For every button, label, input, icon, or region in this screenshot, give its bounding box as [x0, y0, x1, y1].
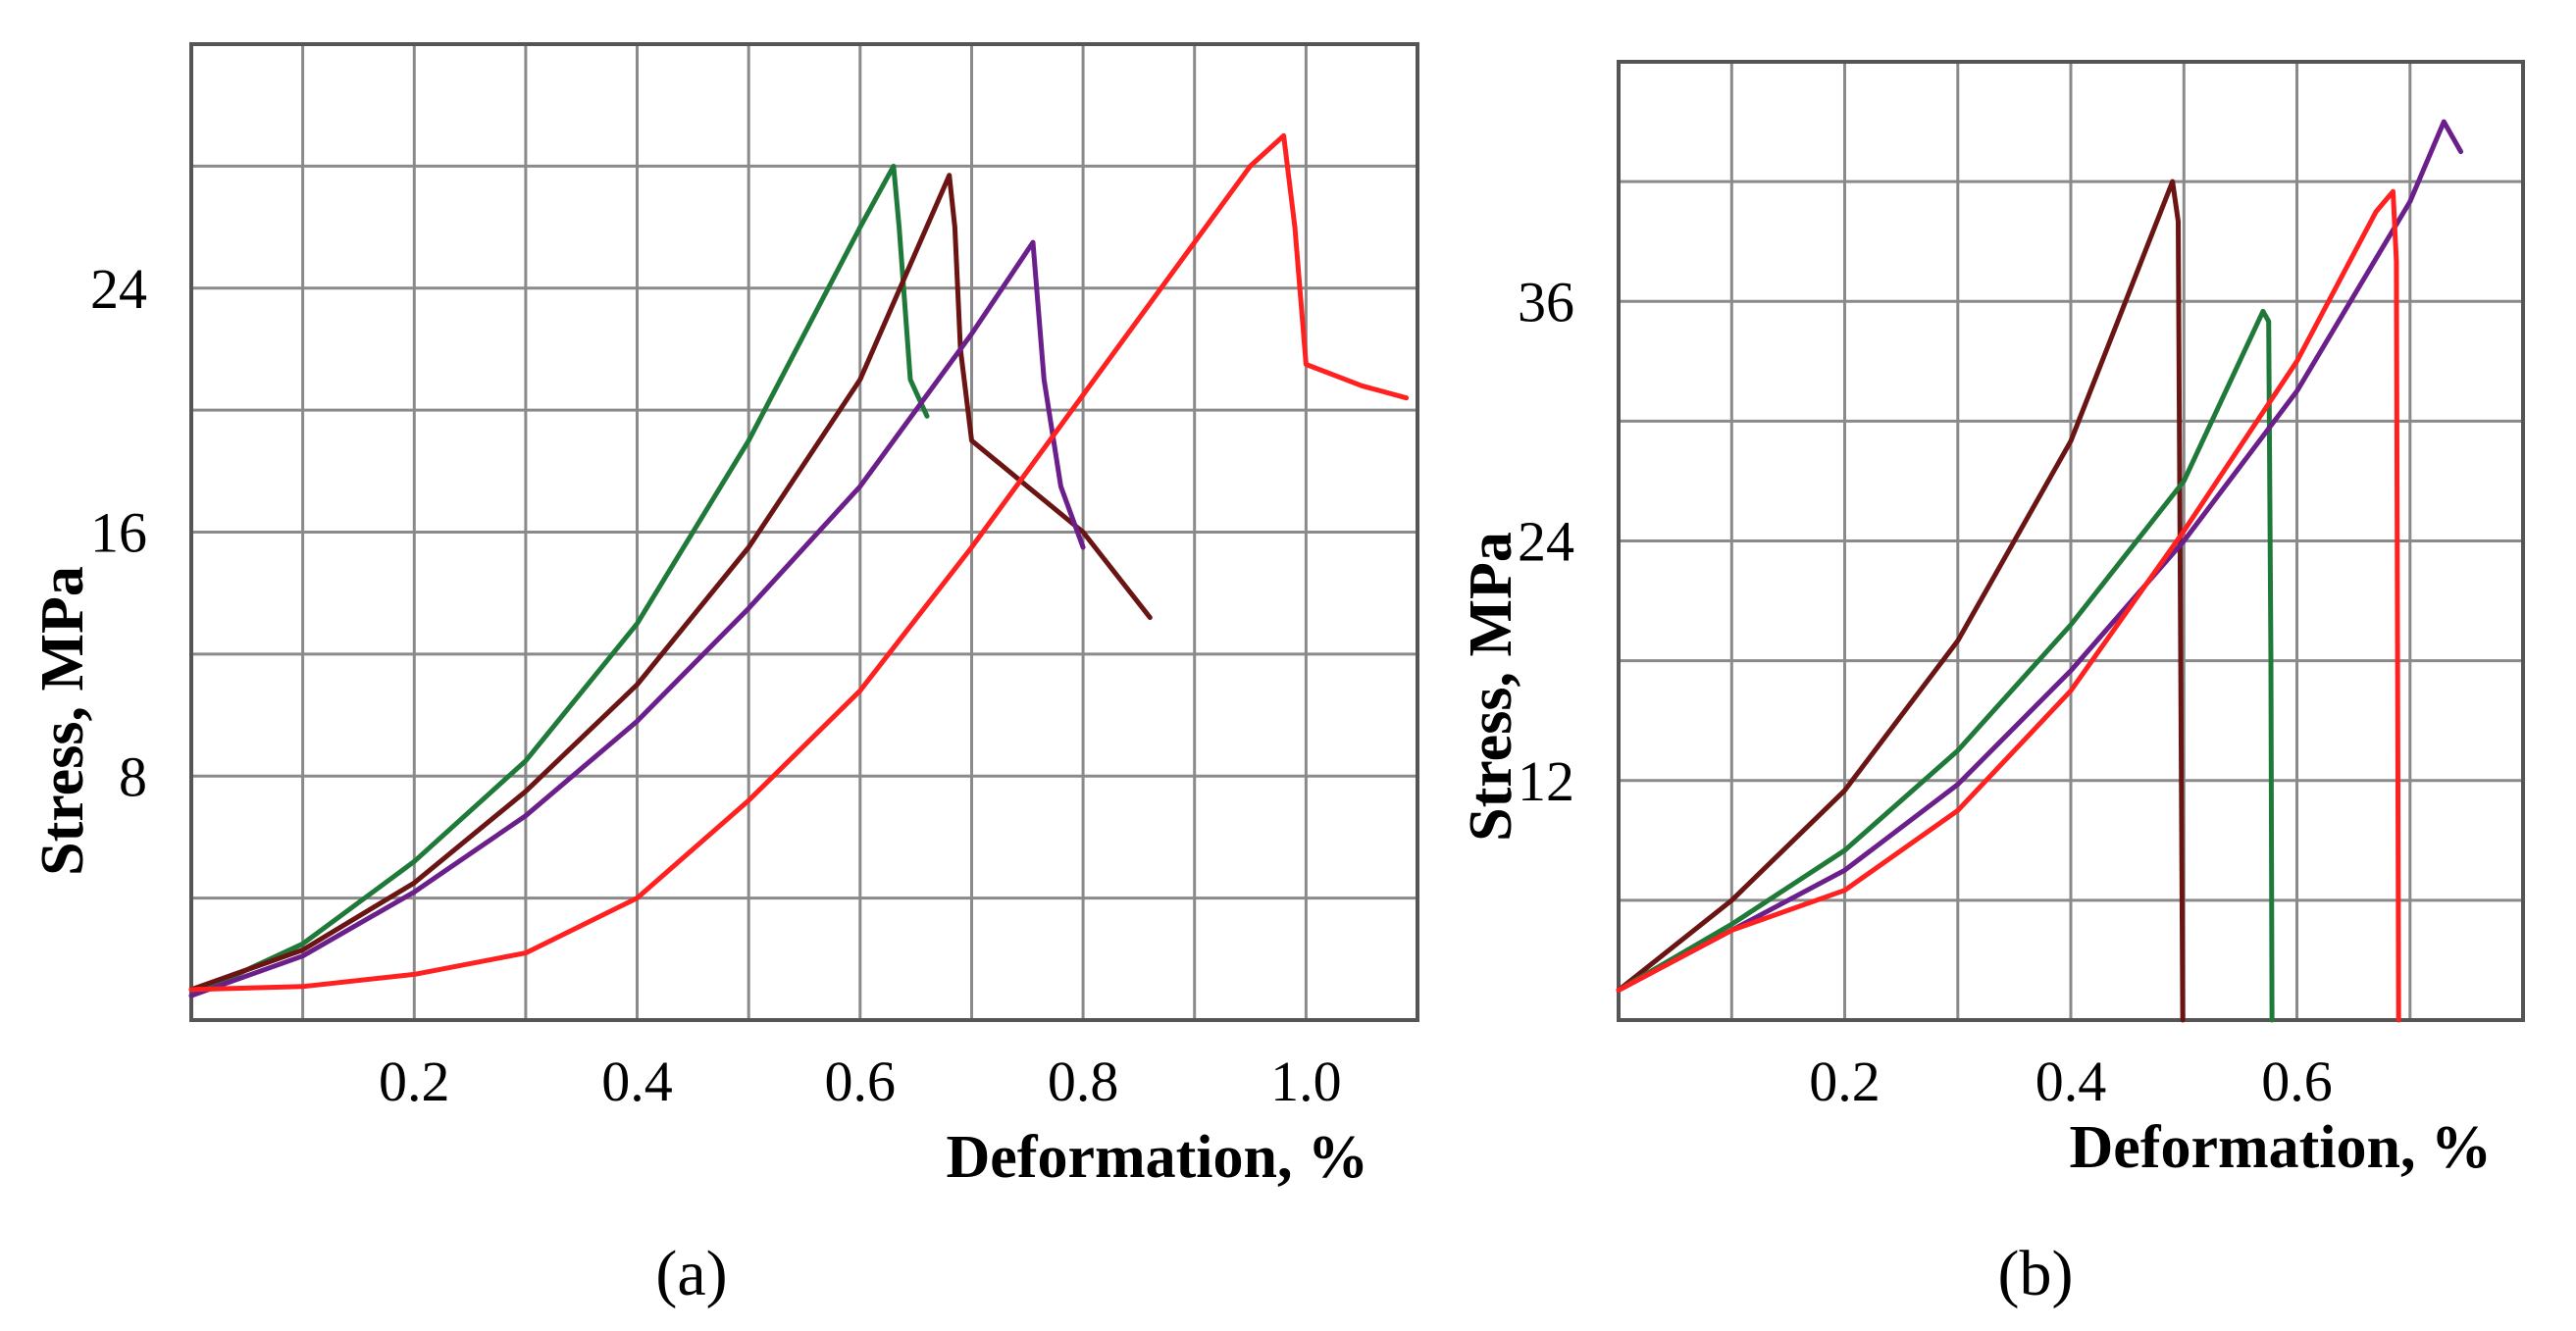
- panel-label-b: (b): [1998, 1238, 2074, 1309]
- series-line-b-2: [1616, 119, 2464, 993]
- series-group-a: [188, 132, 1410, 998]
- grid-a: [191, 44, 1417, 1020]
- y-tick-label-a-2: 24: [90, 257, 147, 321]
- plot-frame-b: [1617, 60, 2525, 1022]
- y-tick-labels-b: 12 24 36: [1518, 270, 1574, 813]
- series-line-b-1: [1616, 308, 2275, 1023]
- y-tick-label-b-0: 12: [1518, 749, 1574, 813]
- x-tick-label-a-2: 0.6: [825, 1049, 897, 1113]
- x-tick-label-a-3: 0.8: [1048, 1049, 1119, 1113]
- x-tick-label-b-1: 0.4: [2035, 1049, 2107, 1113]
- plot-frame-a: [189, 42, 1419, 1022]
- y-axis-label-a: Stress, MPa: [29, 566, 96, 876]
- series-group-b: [1616, 119, 2464, 1023]
- series-line-b-0: [1616, 179, 2186, 1023]
- panel-label-a: (a): [655, 1238, 727, 1309]
- chart-panel-b: 0.2 0.4 0.6 12 24 36 Deformation, % Stress, …: [1458, 60, 2525, 1309]
- y-tick-label-b-2: 36: [1518, 270, 1574, 333]
- series-line-b-3: [1616, 188, 2401, 1023]
- chart-panel-a: 0.2 0.4 0.6 0.8 1.0 8 16 24 Deformation, % Str…: [29, 42, 1419, 1309]
- x-tick-label-a-1: 0.4: [601, 1049, 673, 1113]
- x-tick-label-b-2: 0.6: [2261, 1049, 2333, 1113]
- x-axis-label-a: Deformation, %: [947, 1124, 1368, 1191]
- series-line-a-1: [188, 173, 1153, 993]
- series-line-a-3: [188, 132, 1410, 993]
- y-tick-label-b-1: 24: [1518, 510, 1574, 574]
- x-axis-label-b: Deformation, %: [2070, 1114, 2492, 1181]
- x-tick-label-a-0: 0.2: [379, 1049, 450, 1113]
- x-tick-labels-b: 0.2 0.4 0.6: [1809, 1049, 2333, 1113]
- x-tick-label-b-0: 0.2: [1809, 1049, 1880, 1113]
- y-axis-label-b: Stress, MPa: [1458, 532, 1524, 842]
- x-tick-labels-a: 0.2 0.4 0.6 0.8 1.0: [379, 1049, 1342, 1113]
- series-line-a-2: [188, 239, 1086, 998]
- x-tick-label-a-4: 1.0: [1270, 1049, 1342, 1113]
- y-tick-label-a-0: 8: [119, 744, 147, 808]
- y-tick-labels-a: 8 16 24: [90, 257, 147, 809]
- y-tick-label-a-1: 16: [90, 501, 147, 565]
- series-line-a-0: [188, 163, 930, 998]
